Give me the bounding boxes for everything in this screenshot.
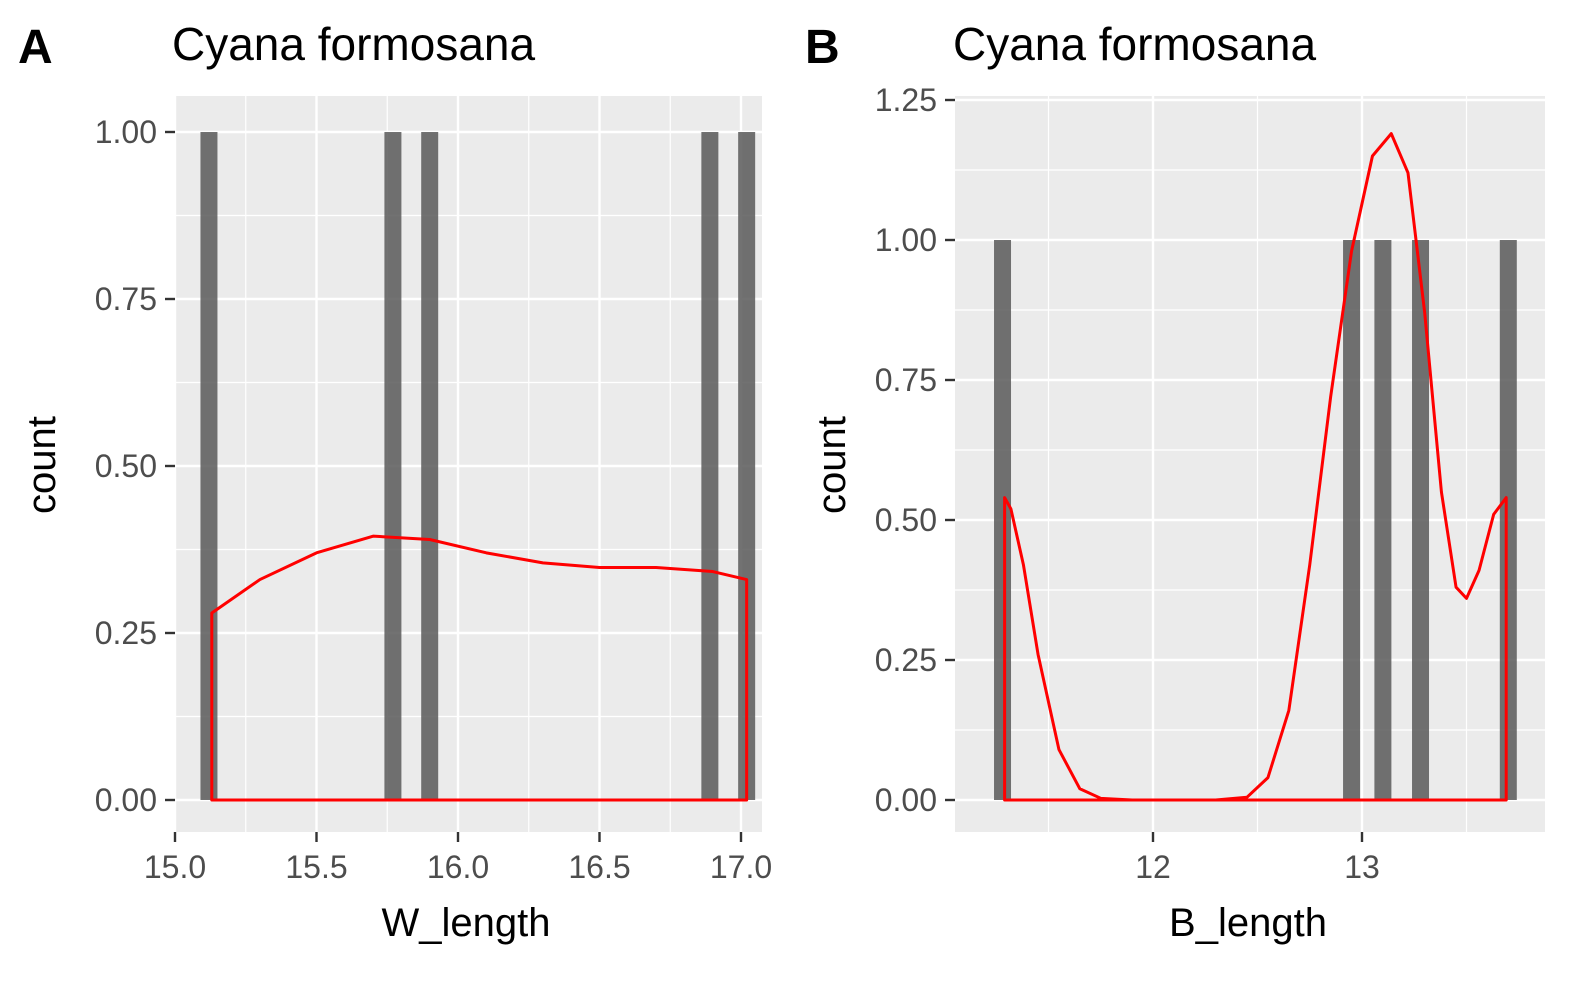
panel-b-x-tick-label: 12 — [1135, 849, 1171, 885]
panel-b-title: Cyana formosana — [953, 18, 1316, 70]
panel-a-bar-2 — [421, 132, 439, 800]
panel-b-bar-1 — [1343, 240, 1361, 800]
panel-b-y-tick-label: 0.75 — [875, 362, 937, 398]
panel-a-y-axis-title: count — [20, 416, 64, 514]
panel-b-bar-2 — [1374, 240, 1392, 800]
panel-b-bar-3 — [1412, 240, 1430, 800]
panel-b-x-axis-title: B_length — [1169, 901, 1327, 945]
panel-a-x-tick-label: 15.5 — [285, 849, 347, 885]
panel-b-y-tick-label: 0.25 — [875, 642, 937, 678]
panel-b-plot-background — [955, 96, 1545, 832]
panel-b-bar-0 — [994, 240, 1012, 800]
panel-a-y-tick-label: 0.75 — [95, 281, 157, 317]
panel-b-y-tick-label: 0.00 — [875, 782, 937, 818]
panel-b-y-tick-label: 1.00 — [875, 222, 937, 258]
panel-a-x-tick-label: 17.0 — [710, 849, 772, 885]
panel-b-y-tick-label: 1.25 — [875, 82, 937, 118]
panel-b-bar-4 — [1499, 240, 1517, 800]
panel-a-y-tick-label: 0.50 — [95, 448, 157, 484]
panel-a-x-tick-label: 16.0 — [427, 849, 489, 885]
panel-tag-b: B — [805, 21, 840, 74]
panel-a-x-axis-title: W_length — [382, 901, 551, 945]
panel-a-plot-background — [175, 96, 762, 832]
panel-a-bar-3 — [701, 132, 719, 800]
panel-b-density-curve — [1003, 132, 1508, 802]
panel-a-bar-1 — [384, 132, 402, 800]
panel-b: B Cyana formosana B_length count 0.00 0.2… — [805, 18, 1545, 945]
panel-a-density-curve — [210, 534, 749, 802]
panel-a-bar-4 — [738, 132, 756, 800]
panel-tag-a: A — [18, 21, 53, 74]
panel-b-y-axis-title: count — [810, 416, 854, 514]
panel-b-y-tick-label: 0.50 — [875, 502, 937, 538]
panel-a-bar-0 — [200, 132, 218, 800]
panel-b-x-tick-label: 13 — [1344, 849, 1380, 885]
panel-a-title: Cyana formosana — [172, 18, 535, 70]
panel-a-y-tick-label: 1.00 — [95, 114, 157, 150]
panel-a-y-tick-label: 0.25 — [95, 615, 157, 651]
panel-a-y-tick-label: 0.00 — [95, 782, 157, 818]
panel-a-x-tick-label: 15.0 — [144, 849, 206, 885]
panel-a-x-tick-label: 16.5 — [568, 849, 630, 885]
panel-a: A Cyana formosana W_length count 0.00 0.2… — [18, 18, 772, 945]
